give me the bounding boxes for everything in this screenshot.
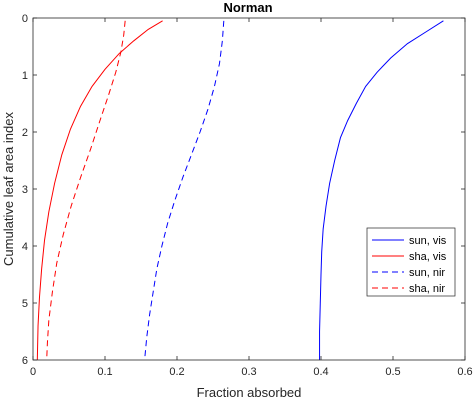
y-tick-label: 2 (22, 127, 28, 139)
x-axis-label: Fraction absorbed (197, 385, 302, 400)
y-axis-label: Cumulative leaf area index (1, 112, 16, 266)
y-tick-label: 3 (22, 184, 28, 196)
x-tick-label: 0.5 (385, 366, 400, 378)
x-tick-label: 0.6 (457, 366, 472, 378)
x-tick-label: 0.2 (169, 366, 184, 378)
chart-title: Norman (223, 0, 272, 15)
legend-entry-label: sha, vis (409, 251, 447, 263)
legend-box (366, 227, 456, 297)
series-line-2 (144, 20, 225, 361)
series-line-1 (36, 20, 163, 361)
x-tick-label: 0.1 (97, 366, 112, 378)
x-tick-label: 0 (30, 366, 36, 378)
axis-ticks: 0 0.1 0.2 0.3 0.4 0.5 0.6 0 1 2 3 4 5 6 (22, 13, 473, 378)
series-group (36, 20, 444, 361)
legend-entry-label: sha, nir (409, 283, 445, 295)
y-tick-label: 4 (22, 241, 28, 253)
y-tick-label: 0 (22, 13, 28, 25)
legend-entry-label: sun, vis (409, 235, 447, 247)
series-line-3 (46, 20, 126, 361)
y-tick-label: 6 (22, 355, 28, 367)
legend: sun, vis sha, vis sun, nir sha, nir (366, 227, 456, 297)
y-tick-label: 1 (22, 70, 28, 82)
x-tick-label: 0.3 (241, 366, 256, 378)
y-tick-label: 5 (22, 298, 28, 310)
legend-entry-label: sun, nir (409, 267, 445, 279)
plot-area (33, 18, 465, 360)
plot-frame (32, 17, 466, 361)
series-line-0 (319, 20, 444, 360)
x-tick-label: 0.4 (313, 366, 328, 378)
